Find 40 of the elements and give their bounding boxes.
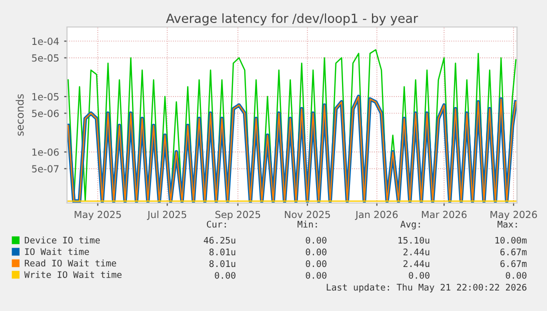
text: 0.00	[506, 272, 526, 279]
legend-label: Read IO Wait time	[24, 260, 116, 267]
text: 8.01u	[209, 260, 236, 268]
text: 0.00	[306, 272, 326, 279]
x-tick-label: May 2025	[74, 210, 121, 220]
text: 8.01u	[209, 248, 236, 256]
x-tick-label: Jan 2026	[354, 210, 398, 220]
x-tick-label: Mar 2026	[422, 210, 467, 218]
text: 0.00	[306, 248, 326, 256]
text: 6.67m	[500, 260, 527, 268]
legend-label: Device IO time	[24, 236, 100, 244]
text: Last update: Thu May 21 22:00:22 2026	[326, 284, 526, 292]
text: 0.00	[306, 236, 326, 244]
legend-label: IO Wait time	[25, 248, 89, 256]
y-axis-title: seconds	[16, 94, 24, 136]
text: 10.00m	[495, 236, 527, 244]
text: Avg:	[400, 220, 420, 230]
text: 0.00	[408, 272, 430, 279]
y-tick-label: 1e-06	[32, 148, 59, 156]
text: 0.00	[306, 260, 326, 268]
x-tick-label: Sep 2025	[215, 210, 260, 220]
y-tick-label: 5e-07	[32, 165, 59, 172]
text: 2.44u	[403, 248, 430, 256]
y-tick-label: 1e-04	[32, 38, 59, 45]
x-tick-label: Nov 2025	[284, 210, 330, 218]
y-tick-label: 5e-06	[32, 110, 59, 118]
y-tick-label: 5e-05	[32, 54, 59, 62]
text: Min:	[298, 220, 317, 228]
text: 15.10u	[398, 236, 430, 244]
x-tick-label: Jul 2025	[146, 210, 186, 220]
text: 2.44u	[403, 260, 430, 268]
legend-label: Write IO Wait time	[24, 271, 122, 278]
text: Cur:	[206, 220, 226, 228]
chart-title: Average latency for /dev/loop1 - by year	[166, 13, 418, 26]
text: 6.67m	[500, 248, 527, 256]
text: Max:	[498, 220, 517, 228]
y-tick-label: 1e-05	[32, 93, 59, 100]
text: 46.25u	[204, 236, 236, 244]
x-tick-label: May 2026	[490, 210, 537, 220]
text: 0.00	[214, 272, 236, 279]
